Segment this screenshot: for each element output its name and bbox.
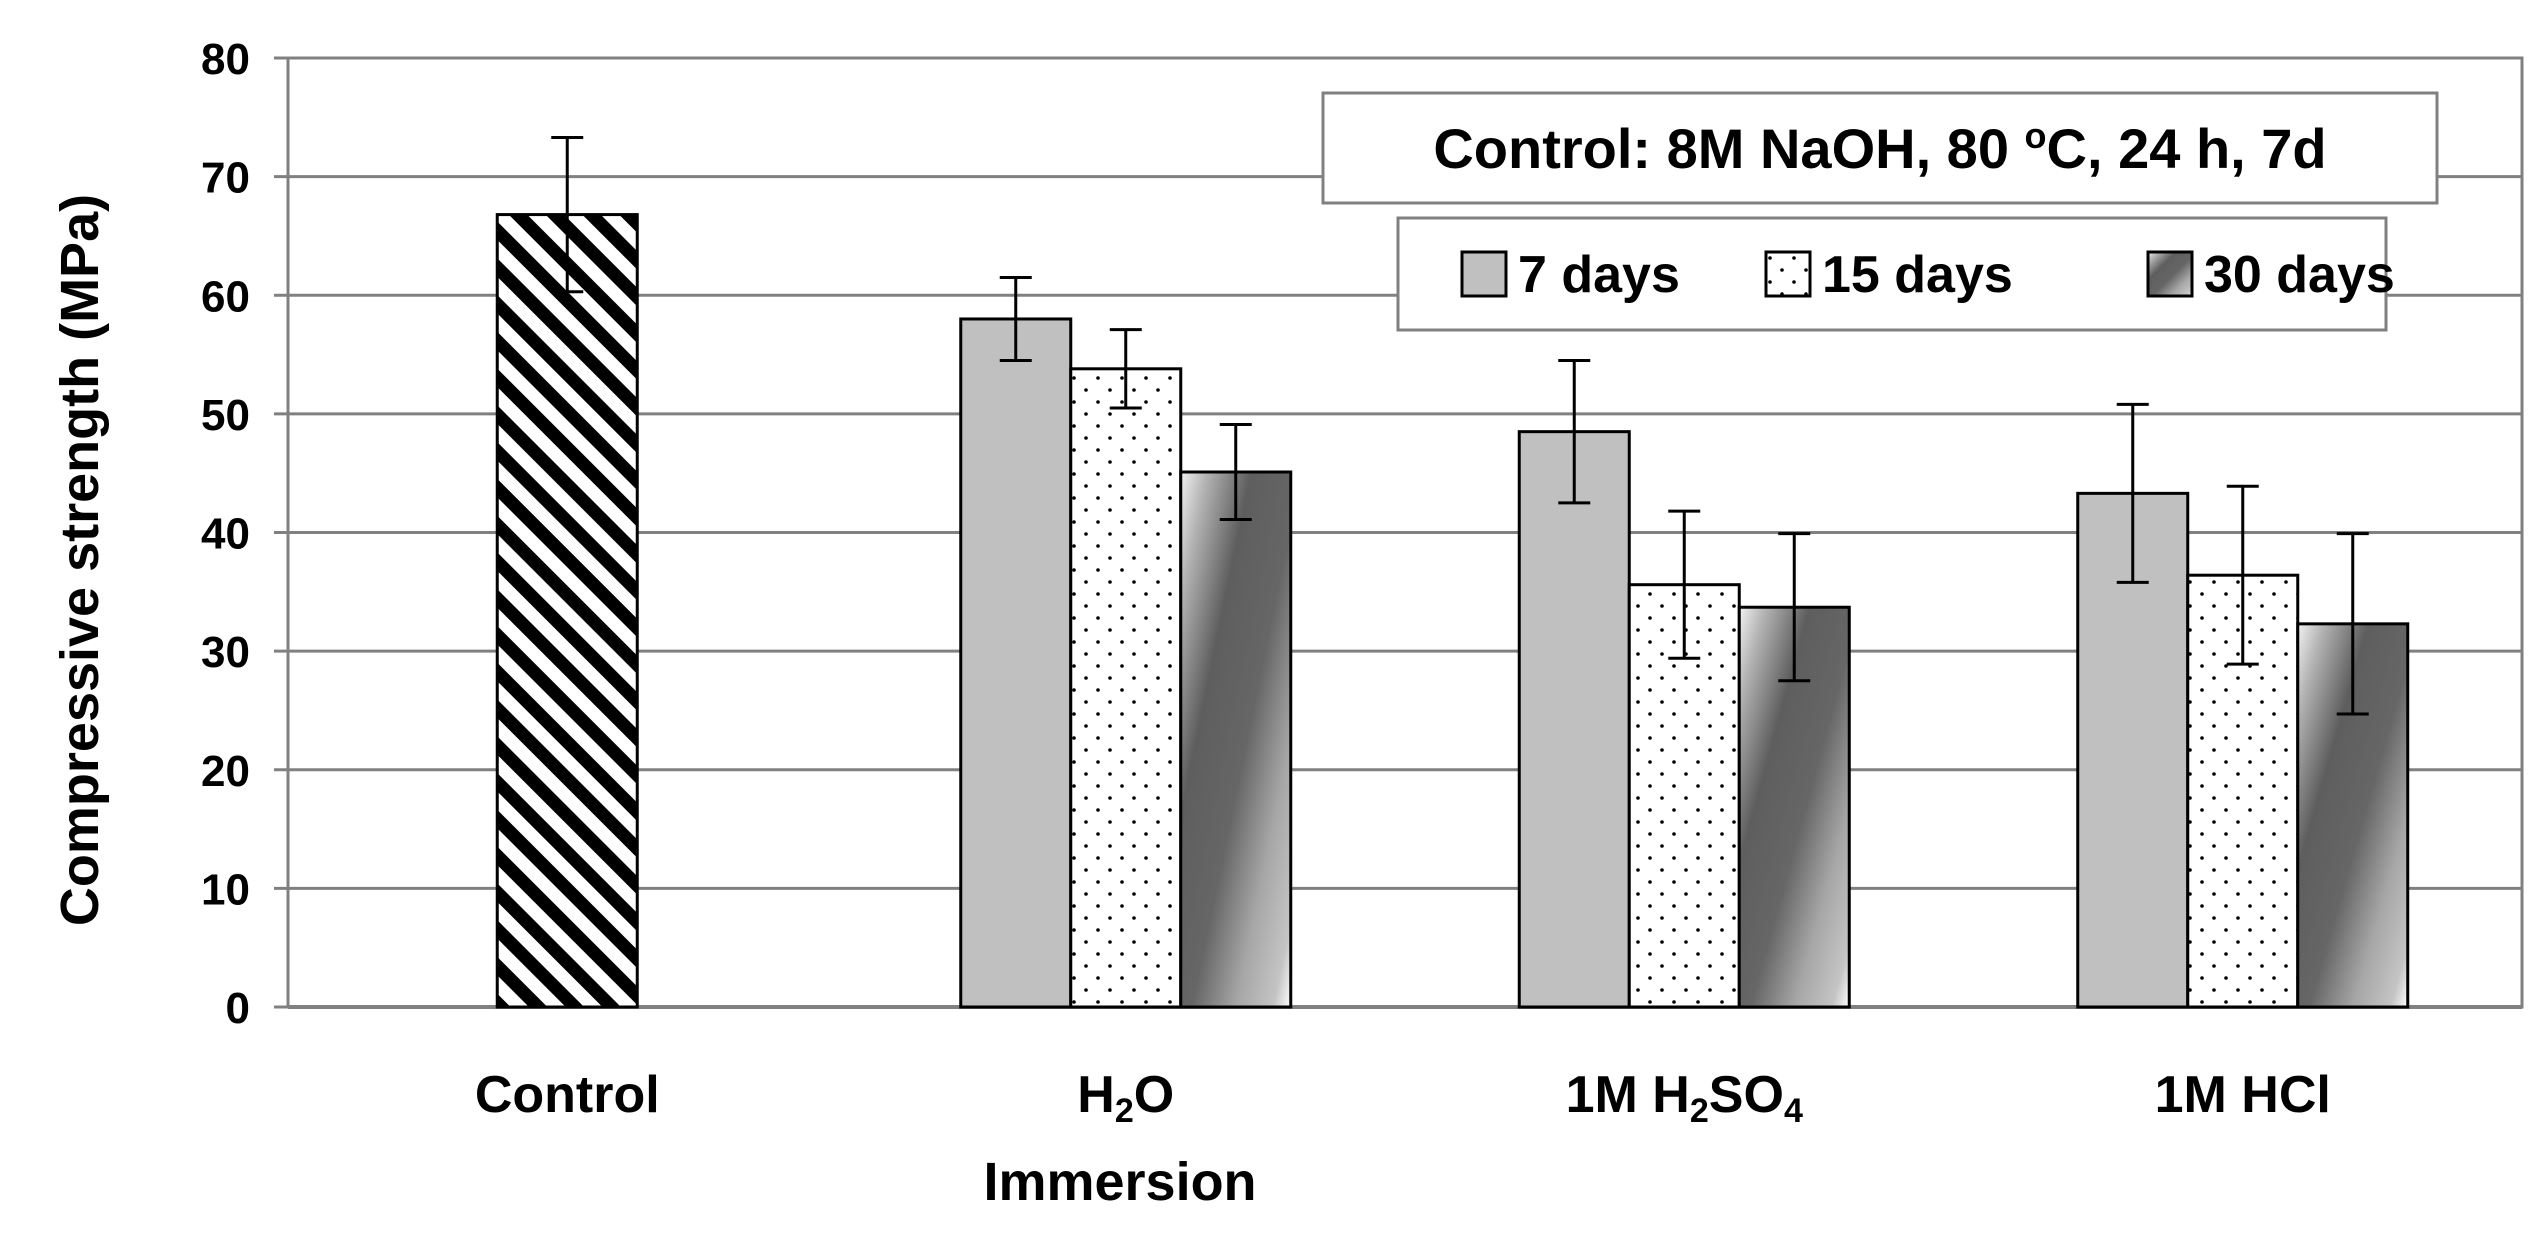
legend-label: 7 days bbox=[1518, 246, 1680, 304]
legend-item-7-days: 7 days bbox=[1460, 246, 1680, 304]
x-axis-title: Immersion bbox=[983, 1152, 1256, 1212]
error-bar bbox=[1109, 328, 1142, 410]
error-bar bbox=[1668, 509, 1701, 660]
legend-item-15-days: 15 days bbox=[1764, 246, 2013, 304]
y-tick-label: 0 bbox=[226, 984, 250, 1033]
error-bar bbox=[999, 275, 1032, 362]
legend: 7 days 15 days 30 days bbox=[1396, 216, 2395, 332]
y-tick-label: 70 bbox=[201, 154, 250, 203]
error-bar bbox=[551, 135, 584, 294]
y-tick-label: 80 bbox=[201, 35, 250, 84]
x-category-label: Control bbox=[475, 1066, 660, 1124]
y-tick-label: 60 bbox=[201, 272, 250, 321]
y-tick-labels: 0 10 20 30 40 50 60 70 80 bbox=[201, 35, 250, 1033]
bar-15-days-1 bbox=[1069, 367, 1183, 1009]
legend-label: 15 days bbox=[1822, 246, 2013, 304]
legend-label: 30 days bbox=[2204, 246, 2395, 304]
error-bars bbox=[551, 135, 2369, 716]
error-bar bbox=[1558, 358, 1591, 505]
bars bbox=[495, 213, 2410, 1009]
error-bar bbox=[2226, 484, 2259, 666]
x-category-label: 1M HCl bbox=[2155, 1066, 2331, 1124]
x-category-label: 1M H2SO4 bbox=[1566, 1066, 1803, 1130]
y-tick-label: 20 bbox=[201, 747, 250, 796]
y-tick-label: 10 bbox=[201, 865, 250, 914]
annotation-box: Control: 8M NaOH, 80 oC, 24 h, 7d bbox=[1321, 91, 2439, 205]
y-tick-label: 40 bbox=[201, 510, 250, 559]
bar-control bbox=[495, 213, 639, 1009]
bar-30-days-1 bbox=[1179, 470, 1293, 1009]
annotation-text: Control: 8M NaOH, 80 oC, 24 h, 7d bbox=[1433, 115, 2326, 180]
legend-swatch bbox=[1460, 250, 1508, 298]
x-category-labels: Control H2O 1M H2SO4 1M HCl bbox=[475, 1066, 2331, 1130]
error-bar bbox=[2116, 402, 2149, 584]
error-bar bbox=[2336, 532, 2369, 716]
error-bar bbox=[1778, 532, 1811, 683]
error-bar bbox=[1219, 423, 1252, 521]
legend-swatch bbox=[1764, 250, 1812, 298]
legend-swatch bbox=[2146, 250, 2194, 298]
legend-item-30-days: 30 days bbox=[2146, 246, 2395, 304]
x-category-label: H2O bbox=[1077, 1066, 1174, 1130]
bar-7-days-2 bbox=[1517, 430, 1631, 1009]
y-tick-label: 30 bbox=[201, 628, 250, 677]
y-tick-label: 50 bbox=[201, 391, 250, 440]
bar-7-days-1 bbox=[959, 317, 1073, 1009]
y-axis-title: Compressive strength (MPa) bbox=[50, 194, 110, 926]
